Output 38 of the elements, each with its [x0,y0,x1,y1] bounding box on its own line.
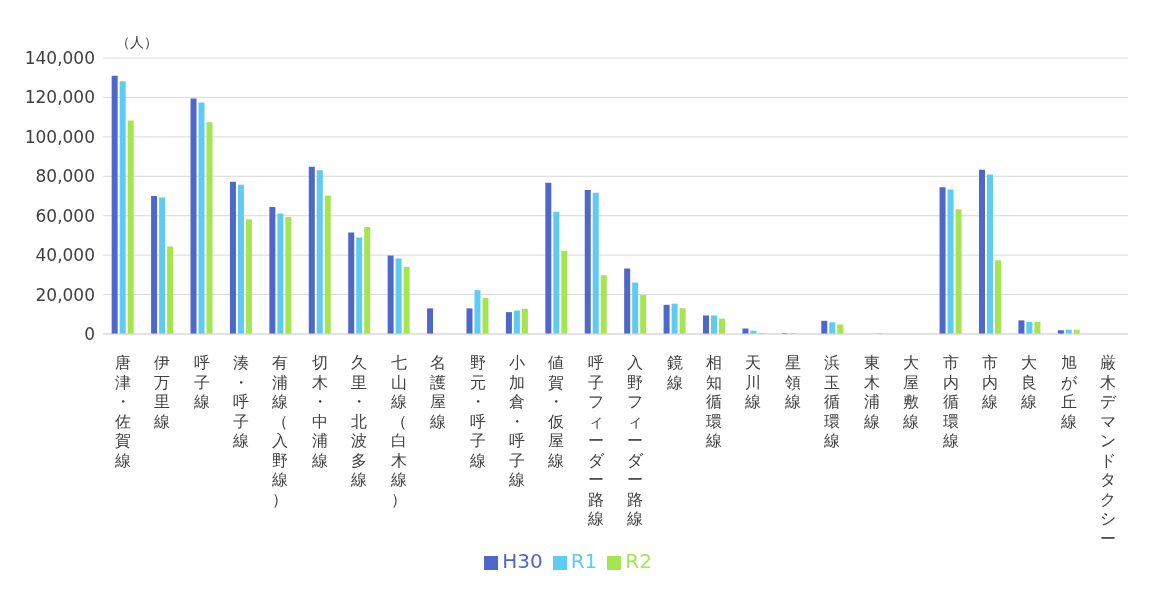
x-tick-label: 市内循環線 [941,353,959,450]
y-tick-label: 120,000 [24,87,95,108]
x-tick-label: 値賀・仮屋線 [547,353,565,470]
x-tick-label: 伊万里線 [153,353,171,431]
x-tick-label: 有浦線（入野線） [271,353,289,509]
x-tick-label: 東木浦線 [862,353,880,431]
y-tick-label: 80,000 [35,166,95,187]
y-tick-label: 140,000 [24,48,95,69]
category-label: 厳木デマンドタクシー [1100,353,1117,548]
x-tick-label: 大屋敷線 [902,353,920,431]
x-tick-label: 野元・呼子線 [468,353,486,470]
legend-label: R2 [625,549,652,573]
x-tick-label: 天川線 [744,353,762,411]
x-tick-label: 市内線 [981,353,999,411]
x-tick-label: 名護屋線 [429,353,447,431]
y-axis-title: （人） [116,34,158,52]
category-label: 入野フィーダー路線 [627,353,644,528]
x-tick-label: 七山線（白木線） [389,353,407,509]
x-tick-label: 唐津・佐賀線 [113,353,131,470]
category-label: 呼子フィーダー路線 [587,353,604,528]
y-tick-label: 100,000 [24,126,95,147]
x-tick-label: 鏡線 [665,353,683,392]
y-tick-label: 20,000 [35,284,95,305]
x-tick-label: 小加倉・呼子線 [507,353,525,489]
x-tick-label: 切木・中浦線 [310,353,328,470]
y-tick-label: 40,000 [35,245,95,266]
x-tick-label: 星領線 [783,353,801,411]
x-tick-label: 旭が丘線 [1059,353,1078,431]
legend-label: H30 [502,549,543,573]
x-tick-label: 湊・呼子線 [231,353,249,450]
y-tick-label: 0 [84,324,95,345]
y-tick-label: 60,000 [35,205,95,226]
x-tick-label: 大良線 [1020,353,1038,411]
x-tick-label: 呼子線 [192,353,210,411]
legend-label: R1 [570,549,598,573]
x-tick-label: 久里・北波多線 [350,353,368,489]
x-tick-label: 浜玉循環線 [823,353,841,450]
x-tick-label: 相知循環線 [705,353,723,450]
